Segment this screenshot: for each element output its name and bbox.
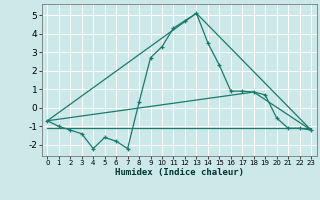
X-axis label: Humidex (Indice chaleur): Humidex (Indice chaleur) xyxy=(115,168,244,177)
